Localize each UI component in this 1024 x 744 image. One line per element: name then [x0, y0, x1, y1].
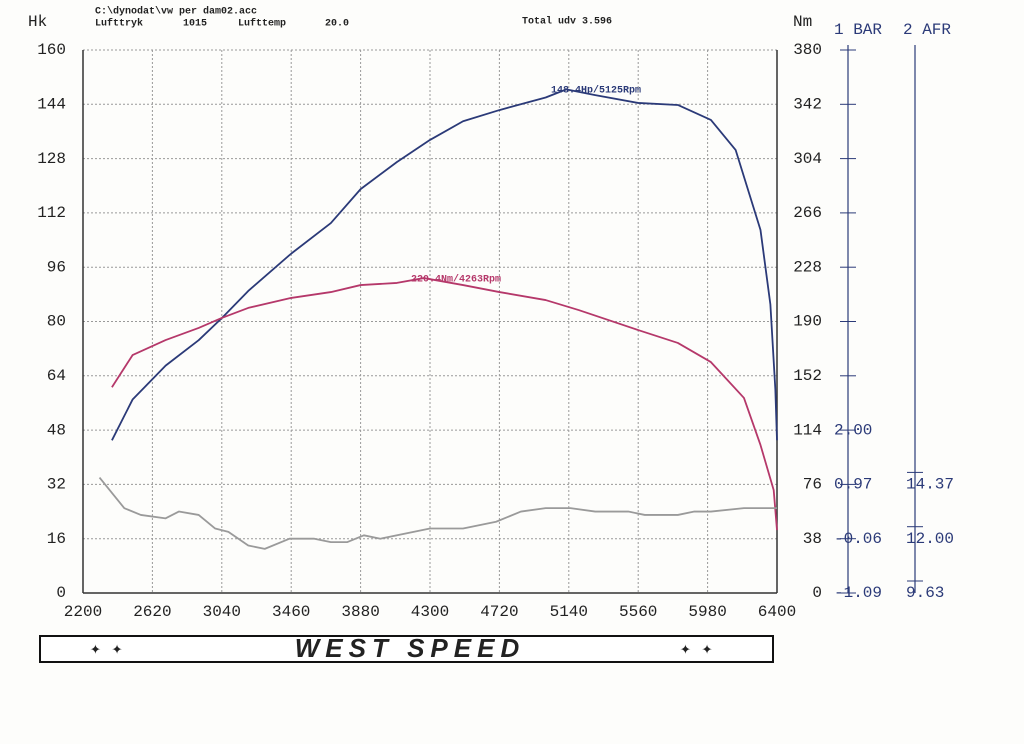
x-tick-label: 2620: [133, 603, 171, 621]
logo-stars: ✦ ✦: [680, 640, 713, 660]
data-line: [111, 277, 778, 531]
y4-tick-label: 14.37: [906, 476, 954, 494]
temp-label: Lufttemp: [238, 18, 286, 30]
pressure-label: Lufttryk: [95, 18, 143, 30]
y-tick-label: 32: [47, 476, 66, 494]
x-tick-label: 5560: [619, 603, 657, 621]
y-tick-label: 112: [37, 204, 66, 222]
y2-tick-label: 266: [793, 204, 822, 222]
logo-frame: [39, 635, 774, 663]
y2-tick-label: 380: [793, 41, 822, 59]
data-line: [111, 88, 778, 441]
y2-tick-label: 0: [812, 584, 822, 602]
y4-tick-label: 12.00: [906, 530, 954, 548]
y-tick-label: 64: [47, 367, 66, 385]
y3-tick-label: 2.00: [834, 421, 872, 439]
x-tick-label: 3460: [272, 603, 310, 621]
y-tick-label: 128: [37, 150, 66, 168]
y2-tick-label: 342: [793, 96, 822, 114]
y3-tick-label: -1.09: [834, 584, 882, 602]
y2-tick-label: 38: [803, 530, 822, 548]
torque-peak-annotation: 220.4Nm/4263Rpm: [411, 274, 501, 286]
total: Total udv 3.596: [522, 16, 612, 28]
x-tick-label: 4720: [480, 603, 518, 621]
y2-tick-label: 304: [793, 150, 822, 168]
y-tick-label: 160: [37, 41, 66, 59]
y2-axis-label: Nm: [793, 13, 812, 31]
logo-stars: ✦ ✦: [90, 640, 123, 660]
y-tick-label: 144: [37, 96, 66, 114]
y3-axis-label: 1 BAR: [834, 21, 882, 39]
y3-tick-label: -0.06: [834, 530, 882, 548]
y-tick-label: 0: [56, 584, 66, 602]
logo-box: ✦ ✦ ✦ ✦ WEST SPEED: [39, 633, 774, 663]
y-tick-label: 16: [47, 530, 66, 548]
hp-peak-annotation: 148.4Hp/5125Rpm: [551, 85, 641, 97]
x-tick-label: 2200: [64, 603, 102, 621]
y-tick-label: 48: [47, 421, 66, 439]
x-tick-label: 6400: [758, 603, 796, 621]
y4-axis-label: 2 AFR: [903, 21, 951, 39]
temp: 20.0: [325, 19, 349, 30]
x-tick-label: 3040: [203, 603, 241, 621]
y-tick-label: 96: [47, 258, 66, 276]
x-tick-label: 5140: [550, 603, 588, 621]
y2-tick-label: 152: [793, 367, 822, 385]
data-line: [98, 477, 777, 550]
pressure: 1015: [183, 19, 207, 30]
y2-tick-label: 190: [793, 313, 822, 331]
logo-text: WEST SPEED: [295, 633, 525, 663]
y-axis-label: Hk: [28, 13, 47, 31]
x-tick-label: 5980: [688, 603, 726, 621]
y2-tick-label: 228: [793, 258, 822, 276]
y3-tick-label: 0.97: [834, 476, 872, 494]
file-path: C:\dynodat\vw per dam02.acc: [95, 6, 257, 18]
y2-tick-label: 114: [793, 421, 822, 439]
y-tick-label: 80: [47, 313, 66, 331]
x-tick-label: 4300: [411, 603, 449, 621]
y4-tick-label: 9.63: [906, 584, 944, 602]
y2-tick-label: 76: [803, 476, 822, 494]
x-tick-label: 3880: [341, 603, 379, 621]
